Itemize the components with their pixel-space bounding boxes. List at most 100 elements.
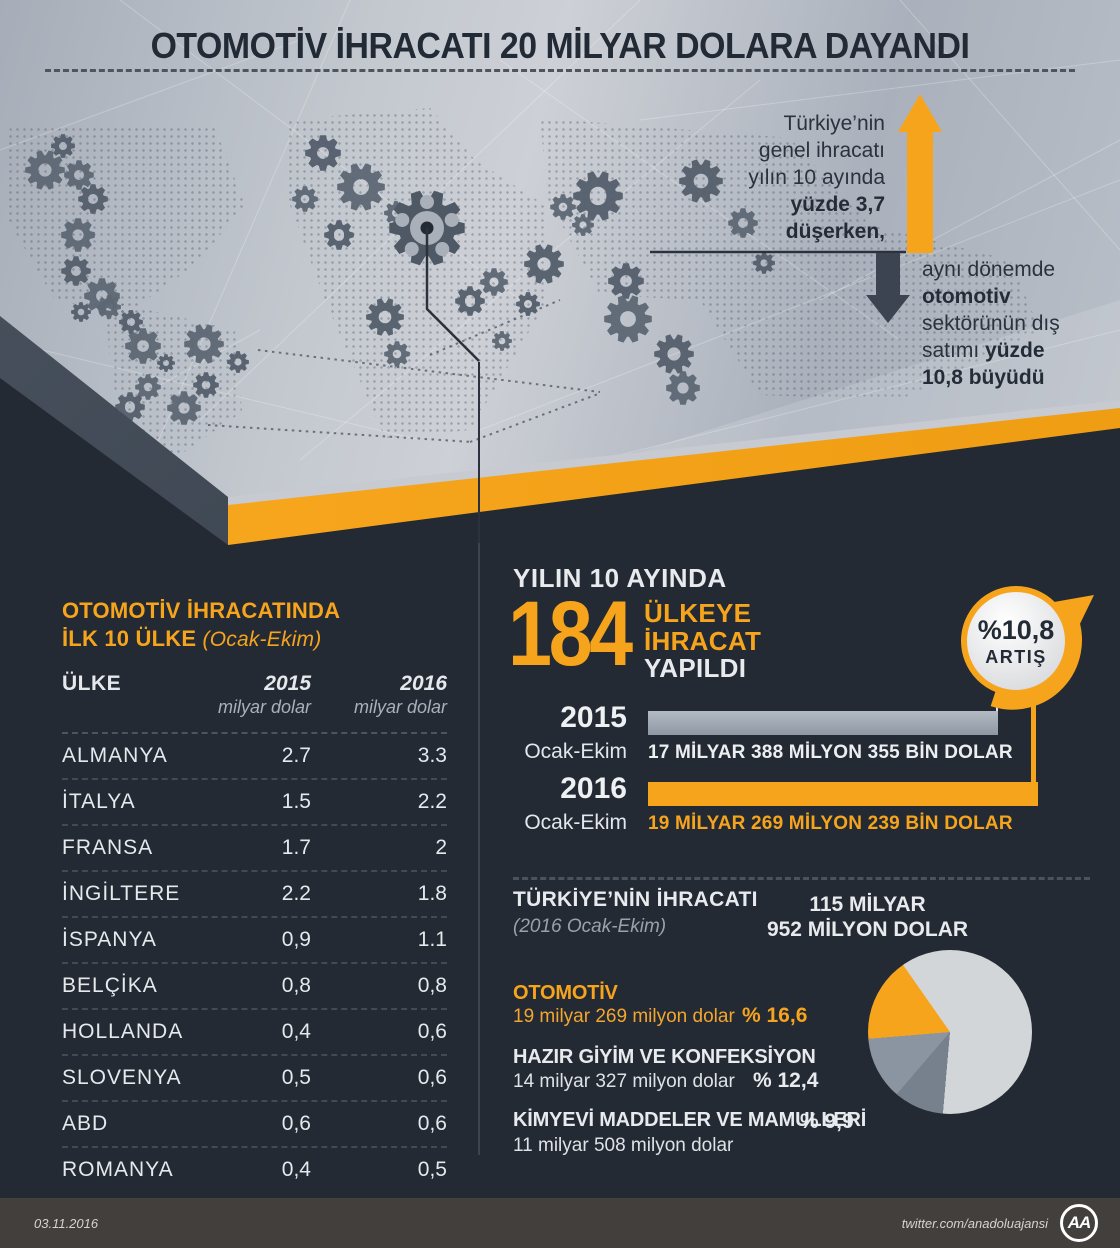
cell-country: İSPANYA xyxy=(62,928,157,951)
cell-2016: 0,6 xyxy=(417,1020,447,1043)
bar-value-2016: 19 MİLYAR 269 MİLYON 239 BİN DOLAR xyxy=(648,813,1013,834)
annotation-line: sektörünün dış xyxy=(922,312,1060,335)
big-number-184: 184 xyxy=(508,583,633,685)
cell-2016: 0,6 xyxy=(417,1112,447,1135)
cell-2016: 2.2 xyxy=(417,790,447,813)
cell-2015: 2.7 xyxy=(281,744,311,767)
col-unit: milyar dolar xyxy=(353,697,447,717)
export-kicker: YILIN 10 AYINDA xyxy=(513,563,727,593)
table-row: HOLLANDA 0,4 0,6 xyxy=(62,1010,447,1056)
sector-name-otomotiv: OTOMOTİV xyxy=(513,982,618,1004)
cell-2016: 1.8 xyxy=(417,882,447,905)
cell-country: ALMANYA xyxy=(62,744,168,767)
up-arrow-shaft xyxy=(907,132,933,253)
annotation-line: yılın 10 ayında xyxy=(748,166,885,189)
export-words: ÜLKEYE İHRACAT YAPILDI xyxy=(644,598,762,683)
table-row: SLOVENYA 0,5 0,6 xyxy=(62,1056,447,1102)
turkey-exports-total: 115 MİLYAR 952 MİLYON DOLAR xyxy=(766,893,969,941)
exports-pie-chart xyxy=(868,950,1032,1114)
turkey-exports-subtitle: (2016 Ocak-Ekim) xyxy=(513,916,667,937)
top10-title: OTOMOTİV İHRACATINDA İLK 10 ÜLKE (Ocak-E… xyxy=(62,598,341,651)
annotation-automotive: aynı dönemde otomotiv sektörünün dış sat… xyxy=(922,256,1112,391)
cell-2015: 0,9 xyxy=(281,928,311,951)
bar-value-2015: 17 MİLYAR 388 MİLYON 355 BİN DOLAR xyxy=(648,742,1013,763)
cell-country: BELÇİKA xyxy=(62,974,158,997)
cell-2015: 0,4 xyxy=(281,1020,311,1043)
bar-2015 xyxy=(648,711,998,735)
col-header-2015: 2015 xyxy=(264,672,311,695)
annotation-line-bold: yüzde 3,7 xyxy=(790,193,885,216)
footer-bar: 03.11.2016 twitter.com/anadoluajansi AA xyxy=(0,1198,1120,1248)
up-arrow-icon xyxy=(898,94,942,253)
annotation-line-mixed: satımı yüzde xyxy=(922,339,1045,362)
cell-country: ROMANYA xyxy=(62,1158,174,1181)
table-header-rule xyxy=(62,732,447,734)
badge-percent: %10,8 xyxy=(977,614,1055,645)
down-arrow-shaft xyxy=(876,253,900,295)
cell-2015: 2.2 xyxy=(281,882,311,905)
annotation-line: aynı dönemde xyxy=(922,258,1056,281)
table-row: BELÇİKA 0,8 0,8 xyxy=(62,964,447,1010)
cell-country: ABD xyxy=(62,1112,109,1135)
cell-2015: 0,8 xyxy=(281,974,311,997)
bar-year-label: 2015 xyxy=(560,701,627,734)
sector-amount-hazir-giyim: 14 milyar 327 milyon dolar xyxy=(513,1071,735,1092)
table-row: ALMANYA 2.7 3.3 xyxy=(62,734,447,780)
table-header: ÜLKE 2015 milyar dolar 2016 milyar dolar xyxy=(62,672,447,718)
down-arrow-icon xyxy=(866,253,910,323)
annotation-line-bold: düşerken, xyxy=(785,220,885,243)
cell-2016: 3.3 xyxy=(417,744,447,767)
anadolu-agency-logo-icon: AA xyxy=(1060,1204,1098,1242)
bar-2016 xyxy=(648,782,1038,806)
cell-country: İNGİLTERE xyxy=(62,882,181,905)
col-header-2016: 2016 xyxy=(400,672,447,695)
word-ulkeye: ÜLKEYE xyxy=(644,598,752,628)
bar-row-2016: 2016 Ocak-Ekim 19 MİLYAR 269 MİLYON 239 … xyxy=(488,773,1038,835)
up-arrow-head xyxy=(898,94,942,132)
title-dashed-rule xyxy=(45,69,1075,72)
word-yapildi: YAPILDI xyxy=(644,653,747,683)
connector-line-2016 xyxy=(1031,692,1036,784)
down-arrow-head xyxy=(866,295,910,323)
table-row: İTALYA 1.5 2.2 xyxy=(62,780,447,826)
top10-table: OTOMOTİV İHRACATINDA İLK 10 ÜLKE (Ocak-E… xyxy=(62,597,447,1192)
col-unit: milyar dolar xyxy=(217,697,311,717)
gears-network-graphic xyxy=(0,0,1120,471)
sector-amount-otomotiv: 19 milyar 269 milyon dolar xyxy=(513,1006,735,1027)
sector-name-kimyevi: KİMYEVİ MADDELER VE MAMULLERİ xyxy=(513,1109,867,1131)
badge-label: ARTIŞ xyxy=(985,646,1047,667)
section-dashed-rule xyxy=(513,877,1090,880)
growth-badge: %10,8 ARTIŞ xyxy=(961,586,1071,696)
cell-2016: 0,6 xyxy=(417,1066,447,1089)
cell-2015: 1.7 xyxy=(281,836,311,859)
annotation-line-bold: otomotiv xyxy=(922,285,1011,308)
cell-2015: 0,6 xyxy=(281,1112,311,1135)
cell-2015: 0,4 xyxy=(281,1158,311,1181)
twitter-handle[interactable]: twitter.com/anadoluajansi xyxy=(901,1215,1048,1231)
table-row: ROMANYA 0,4 0,5 xyxy=(62,1148,447,1192)
cell-2016: 1.1 xyxy=(417,928,447,951)
table-row: İNGİLTERE 2.2 1.8 xyxy=(62,872,447,918)
bar-period-label: Ocak-Ekim xyxy=(524,811,627,834)
word-ihracat: İHRACAT xyxy=(644,625,762,656)
cell-country: HOLLANDA xyxy=(62,1020,184,1043)
bar-row-2015: 2015 Ocak-Ekim 17 MİLYAR 388 MİLYON 355 … xyxy=(488,702,1013,764)
annotation-line-bold: 10,8 büyüdü xyxy=(922,366,1045,389)
annotation-line: genel ihracatı xyxy=(758,139,885,162)
callout-divider-line-lower xyxy=(478,543,480,1155)
cell-country: SLOVENYA xyxy=(62,1066,182,1089)
col-header-country: ÜLKE xyxy=(62,672,122,695)
top10-period-note: (Ocak-Ekim) xyxy=(202,628,322,651)
annotation-general-exports: Türkiye’nin genel ihracatı yılın 10 ayın… xyxy=(665,110,885,245)
sector-percent-hazir-giyim: % 12,4 xyxy=(753,1069,819,1092)
sector-percent-kimyevi: % 9,9 xyxy=(800,1110,854,1133)
page-title: OTOMOTİV İHRACATI 20 MİLYAR DOLARA DAYAN… xyxy=(150,25,970,66)
cell-2016: 0,8 xyxy=(417,974,447,997)
annotation-line: Türkiye’nin xyxy=(783,112,885,135)
footer-date: 03.11.2016 xyxy=(34,1215,99,1231)
turkey-exports-title: TÜRKİYE’NİN İHRACATI xyxy=(513,888,758,911)
cell-2015: 0,5 xyxy=(281,1066,311,1089)
bar-period-label: Ocak-Ekim xyxy=(524,740,627,763)
callout-divider-line-upper xyxy=(478,362,480,543)
